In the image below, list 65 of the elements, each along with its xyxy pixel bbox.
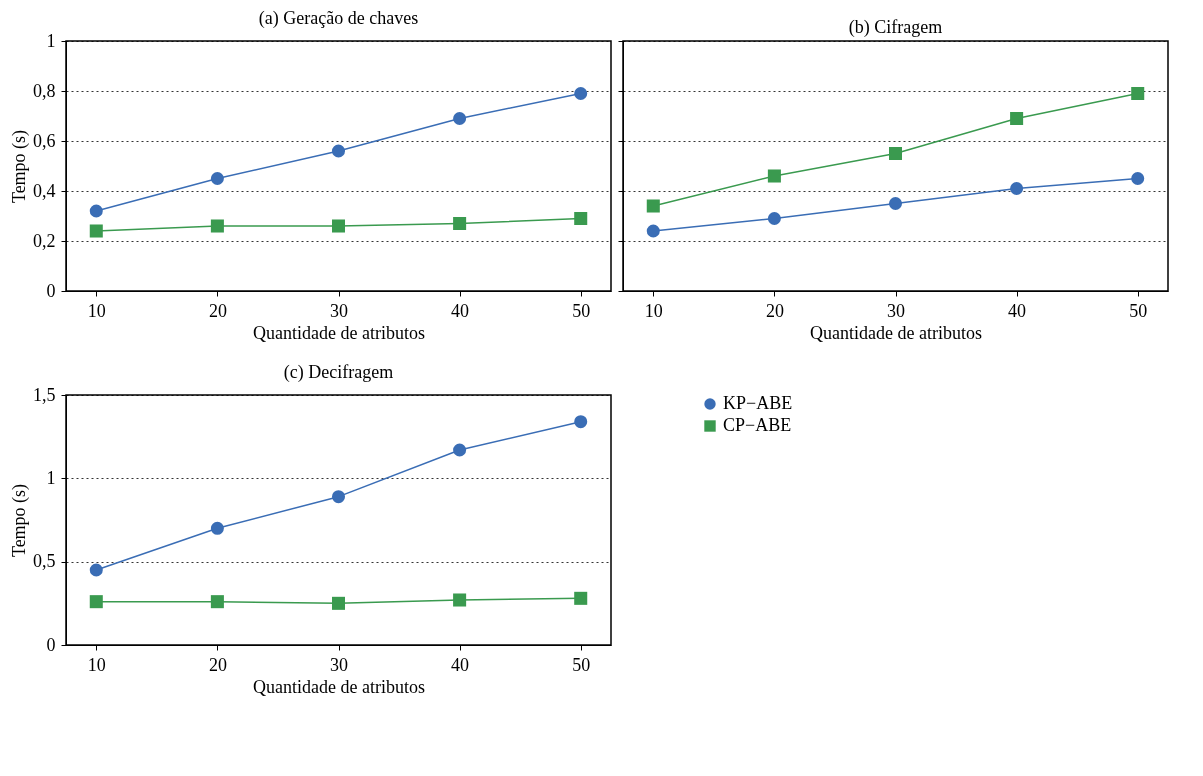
y-tick-label: 0,6 (33, 130, 56, 151)
point (1131, 171, 1145, 186)
y-tick-label: 0,8 (33, 80, 56, 101)
point (210, 171, 224, 186)
y-tick-label: 0,2 (33, 230, 56, 251)
x-tick-label: 50 (572, 300, 591, 321)
point (89, 563, 103, 577)
y-axis-title: Tempo (s) (9, 483, 30, 558)
point (453, 443, 467, 457)
y-tick-label: 0 (46, 280, 56, 301)
x-tick-label: 30 (330, 300, 348, 321)
point (1010, 181, 1024, 196)
x-tick-label: 40 (451, 300, 470, 321)
point (574, 86, 588, 101)
y-tick-label: 1 (46, 30, 56, 51)
point (210, 521, 224, 535)
x-tick-label: 40 (1008, 300, 1027, 321)
point (767, 211, 781, 226)
point (767, 169, 781, 183)
x-axis-title: Quantidade de atributos (253, 676, 425, 697)
x-tick-label: 20 (208, 300, 227, 321)
point (89, 204, 103, 218)
point (888, 196, 903, 211)
legend-label: CP−ABE (723, 415, 792, 435)
point (331, 596, 346, 610)
point (453, 111, 467, 126)
x-tick-label: 50 (1129, 300, 1148, 321)
x-tick-label: 20 (208, 654, 227, 675)
y-tick-label: 1,5 (33, 384, 56, 405)
point (331, 490, 346, 504)
point (888, 146, 903, 161)
chart-title: (b) Cifragem (848, 16, 943, 38)
x-tick-label: 10 (87, 654, 106, 675)
point (646, 199, 660, 213)
x-tick-label: 30 (887, 300, 905, 321)
point (1131, 86, 1145, 101)
x-tick-label: 20 (765, 300, 784, 321)
y-tick-label: 0 (46, 634, 56, 655)
point (89, 224, 103, 238)
y-axis-title: Tempo (s) (9, 129, 30, 204)
chart-title: (c) Decifragem (283, 362, 394, 383)
x-axis-title: Quantidade de atributos (810, 322, 982, 343)
point (453, 216, 467, 231)
x-tick-label: 30 (330, 654, 348, 675)
chart-title: (a) Geração de chaves (258, 8, 419, 29)
point (210, 595, 224, 609)
point (574, 211, 588, 226)
point (89, 595, 103, 609)
point (210, 219, 224, 233)
point (331, 219, 346, 233)
point (574, 415, 588, 429)
x-tick-label: 10 (644, 300, 663, 321)
legend-label: KP−ABE (723, 393, 793, 413)
point (331, 144, 346, 158)
point (453, 593, 467, 607)
point (646, 224, 660, 238)
x-tick-label: 40 (451, 654, 470, 675)
point (1010, 111, 1024, 126)
y-tick-label: 1 (46, 467, 56, 488)
x-tick-label: 10 (87, 300, 106, 321)
x-tick-label: 50 (572, 654, 591, 675)
point (574, 591, 588, 605)
x-axis-title: Quantidade de atributos (253, 322, 425, 343)
y-tick-label: 0,5 (33, 551, 56, 572)
y-tick-label: 0,4 (33, 180, 56, 201)
